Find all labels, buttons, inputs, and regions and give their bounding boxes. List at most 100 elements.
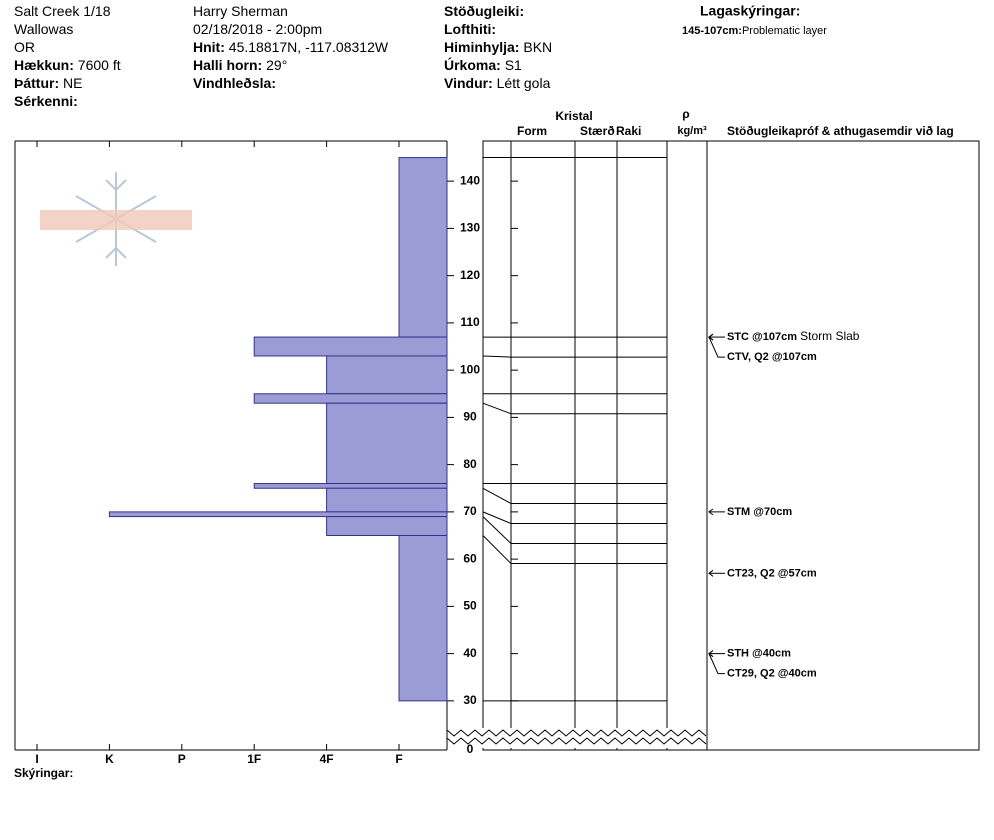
test-label: CT29, Q2 @40cm [727,668,817,680]
text-part: Problematic layer [742,25,827,37]
header-field: Harry Sherman [193,3,288,19]
x-tick-label: 4F [320,752,334,766]
y-tick-label: 100 [460,362,480,376]
text-part: Hnit: [193,39,225,55]
header-field: Himinhylja: BKN [444,39,552,55]
column-header: Stöðugleikapróf & athugasemdir við lag [727,124,954,138]
header-field: OR [14,39,35,55]
text-part: Hækkun: [14,57,74,73]
test-label: STM @70cm [727,506,792,518]
y-tick-label: 0 [467,742,474,756]
text-part: STH @40cm [727,648,791,660]
y-tick-label: 80 [463,457,477,471]
y-tick-label: 90 [463,410,477,424]
column-header: Form [517,124,547,138]
y-tick-label: 120 [460,268,480,282]
test-label: CT23, Q2 @57cm [727,567,817,579]
text-part: Stöðugleiki: [444,3,524,19]
text-part: Himinhylja: [444,39,519,55]
header-field: Stöðugleiki: [444,3,524,19]
text-part: OR [14,39,35,55]
x-tick-label: F [395,752,402,766]
text-part: 29° [266,57,287,73]
x-tick-label: K [105,752,114,766]
layer-boundary [482,487,667,505]
hardness-bar [326,516,448,537]
header-field: Úrkoma: S1 [444,56,522,73]
hardness-bar [326,355,448,395]
y-tick-label: 70 [463,504,477,518]
header-field: Lofthiti: [444,21,496,37]
text-part: Sérkenni: [14,93,78,109]
header-field: Sérkenni: [14,93,78,109]
header-field: Halli horn: 29° [193,57,287,73]
text-part: Salt Creek 1/18 [14,3,111,19]
layer-boundary [482,511,667,525]
text-part: Wallowas [14,21,73,37]
text-part: 145-107cm: [682,25,742,37]
y-tick-label: 50 [463,599,477,613]
header-field: 02/18/2018 - 2:00pm [193,21,322,37]
x-tick-label: I [35,752,38,766]
test-label: STH @40cm [727,648,791,660]
header-field: Wallowas [14,21,73,37]
text-part: CT23, Q2 @57cm [727,567,817,579]
text-part: STC @107cm [727,331,797,343]
hardness-bar [253,336,448,357]
column-header: Kristal [555,109,592,123]
text-part: Harry Sherman [193,3,288,19]
test-label: STC @107cm Storm Slab [727,329,860,343]
hardness-bar [398,535,448,702]
test-arrow [708,653,725,675]
text-part: BKN [523,39,552,55]
text-part: Létt gola [497,75,551,91]
legend-title: Lagaskýringar: [700,3,800,19]
y-tick-label: 40 [463,646,477,660]
text-part: Halli horn: [193,57,262,73]
arrow-head [708,508,714,516]
column-header: ρ [682,107,689,121]
y-tick-label: 60 [463,551,477,565]
x-tick-label: 1F [247,752,261,766]
header-field: Vindhleðsla: [193,75,276,91]
y-tick-label: 110 [460,315,480,329]
logo [40,172,192,266]
hardness-bar [326,402,448,485]
layer-boundary [482,355,667,358]
text-part: Þáttur: [14,75,59,91]
header-field: Hækkun: 7600 ft [14,57,121,73]
column-header: Raki [616,124,641,138]
column-header: Stærð [580,124,615,138]
arrow-head [708,650,714,658]
tests-frame [706,140,980,751]
text-part: CTV, Q2 @107cm [727,351,817,363]
layer-boundary [482,535,667,565]
layer-boundary [482,516,667,545]
column-header: kg/m³ [677,125,707,137]
text-part: 45.18817N, -117.08312W [229,39,389,55]
y-tick-label: 140 [460,173,480,187]
text-part: 02/18/2018 - 2:00pm [193,21,322,37]
hardness-bar [326,487,448,513]
text-part: Lofthiti: [444,21,496,37]
test-arrow [708,336,725,358]
x-tick-label: P [178,752,186,766]
text-part: STM @70cm [727,506,792,518]
text-part: S1 [505,57,522,73]
axis-break [446,729,707,737]
legend-item: 145-107cm:Problematic layer [682,25,827,37]
header-field: Þáttur: NE [14,75,82,91]
hardness-bar [398,157,448,338]
y-tick-label: 130 [460,221,480,235]
text-part: CT29, Q2 @40cm [727,668,817,680]
arrow-head [708,569,714,577]
text-part: Vindhleðsla: [193,75,276,91]
hardness-bar [253,483,448,489]
axis-break [446,737,707,745]
layer-boundary [482,402,667,415]
text-part: Úrkoma: [444,56,501,73]
arrow-head [708,333,714,341]
header-field: Salt Creek 1/18 [14,3,111,19]
